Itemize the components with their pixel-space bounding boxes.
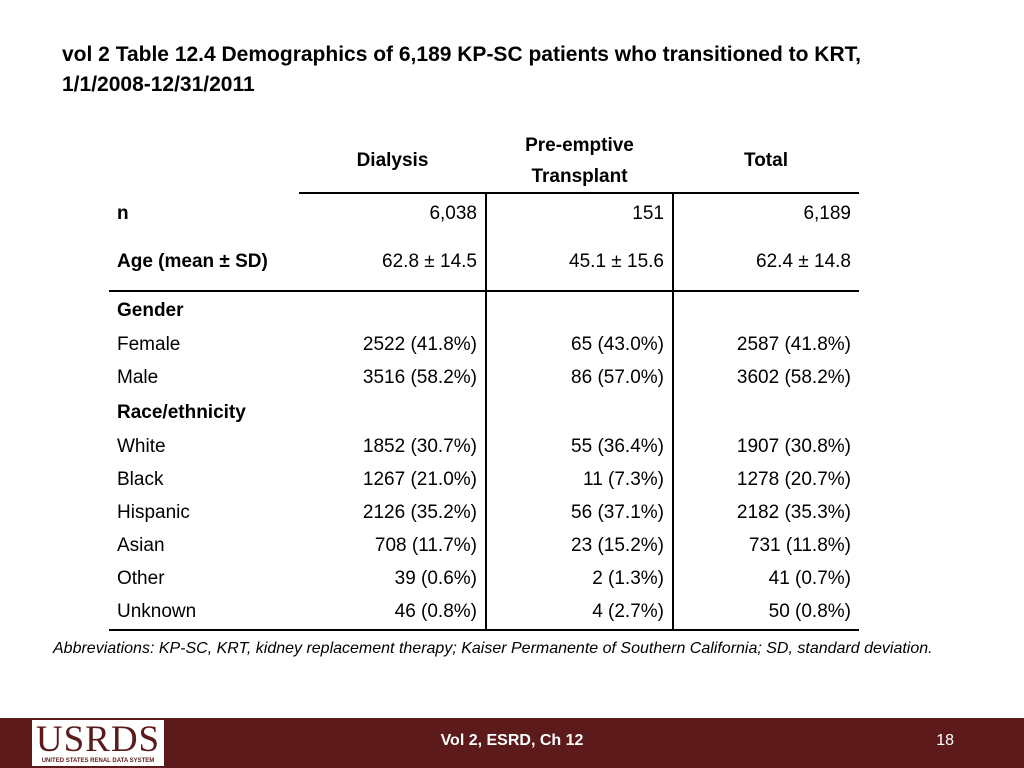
table-row: Other 39 (0.6%) 2 (1.3%) 41 (0.7%) <box>109 562 859 595</box>
header-preemptive-line1: Pre-emptive <box>525 135 634 156</box>
cell-preemptive: 4 (2.7%) <box>485 595 673 631</box>
table-row: Female 2522 (41.8%) 65 (43.0%) 2587 (41.… <box>109 328 859 361</box>
row-label: Male <box>117 366 159 388</box>
cell-dialysis: 1852 (30.7%) <box>362 435 477 457</box>
row-label: Black <box>117 468 164 490</box>
cell-preemptive: 45.1 ± 15.6 <box>485 234 673 292</box>
cell-dialysis: 46 (0.8%) <box>299 595 486 631</box>
cell-dialysis: 2126 (35.2%) <box>362 501 477 523</box>
cell-total: 50 (0.8%) <box>672 595 859 631</box>
cell-preemptive: 11 (7.3%) <box>485 463 673 496</box>
cell-preemptive: 151 <box>485 193 673 234</box>
footer-bar: USRDS UNITED STATES RENAL DATA SYSTEM Vo… <box>0 718 1024 768</box>
section-row-race: Race/ethnicity <box>109 394 859 430</box>
row-label: Female <box>117 333 181 355</box>
header-preemptive-line2: Transplant <box>531 166 628 187</box>
section-label: Gender <box>117 300 184 321</box>
logo-subtext: UNITED STATES RENAL DATA SYSTEM <box>41 758 155 764</box>
cell-total: 62.4 ± 14.8 <box>672 234 859 292</box>
footer-chapter-label: Vol 2, ESRD, Ch 12 <box>440 732 584 749</box>
cell-total: 2587 (41.8%) <box>672 328 859 361</box>
table-row: Asian 708 (11.7%) 23 (15.2%) 731 (11.8%) <box>109 529 859 562</box>
cell-preemptive: 23 (15.2%) <box>485 529 673 562</box>
table-row: Black 1267 (21.0%) 11 (7.3%) 1278 (20.7%… <box>109 463 859 496</box>
table-row: Male 3516 (58.2%) 86 (57.0%) 3602 (58.2%… <box>109 361 859 394</box>
title-line-1: vol 2 Table 12.4 Demographics of 6,189 K… <box>62 43 861 66</box>
header-blank <box>109 130 299 193</box>
title-line-2: 1/1/2008-12/31/2011 <box>62 73 255 96</box>
table-row-age: Age (mean ± SD) 62.8 ± 14.5 45.1 ± 15.6 … <box>109 234 859 292</box>
cell-total: 3602 (58.2%) <box>672 361 859 394</box>
row-label: White <box>117 435 166 457</box>
cell-total: 731 (11.8%) <box>672 529 859 562</box>
cell-dialysis: 1267 (21.0%) <box>362 468 477 490</box>
slide-title: vol 2 Table 12.4 Demographics of 6,189 K… <box>62 40 962 100</box>
section-label: Race/ethnicity <box>117 402 246 423</box>
cell-total: 6,189 <box>672 193 859 234</box>
table-row: White 1852 (30.7%) 55 (36.4%) 1907 (30.8… <box>109 430 859 463</box>
page-number: 18 <box>936 732 954 749</box>
cell-dialysis: 6,038 <box>429 203 477 224</box>
cell-total: 1278 (20.7%) <box>672 463 859 496</box>
table-row-n: n 6,038 151 6,189 <box>109 193 859 234</box>
abbreviations-note: Abbreviations: KP-SC, KRT, kidney replac… <box>53 640 933 657</box>
header-preemptive-transplant: Pre-emptive Transplant <box>486 130 673 194</box>
cell-dialysis: 39 (0.6%) <box>394 567 477 589</box>
table-row: Hispanic 2126 (35.2%) 56 (37.1%) 2182 (3… <box>109 496 859 529</box>
cell-dialysis: 708 (11.7%) <box>374 534 477 556</box>
demographics-table: Dialysis Pre-emptive Transplant Total n … <box>109 130 859 631</box>
cell-dialysis: 3516 (58.2%) <box>362 366 477 388</box>
cell-preemptive: 86 (57.0%) <box>485 361 673 394</box>
header-total: Total <box>673 130 859 194</box>
cell-total: 2182 (35.3%) <box>672 496 859 529</box>
cell-total: 1907 (30.8%) <box>672 430 859 463</box>
cell-preemptive: 2 (1.3%) <box>485 562 673 595</box>
row-label: Other <box>117 567 165 589</box>
row-label: n <box>117 202 129 224</box>
cell-preemptive: 56 (37.1%) <box>485 496 673 529</box>
row-label: Unknown <box>109 595 299 631</box>
row-label: Age (mean ± SD) <box>109 234 299 292</box>
cell-dialysis: 2522 (41.8%) <box>362 333 477 355</box>
cell-dialysis: 62.8 ± 14.5 <box>299 234 486 292</box>
cell-total: 41 (0.7%) <box>672 562 859 595</box>
table-header-row: Dialysis Pre-emptive Transplant Total <box>109 130 859 194</box>
row-label: Asian <box>117 534 165 556</box>
table-row: Unknown 46 (0.8%) 4 (2.7%) 50 (0.8%) <box>109 595 859 631</box>
usrds-logo: USRDS UNITED STATES RENAL DATA SYSTEM <box>32 720 164 766</box>
logo-wordmark: USRDS <box>35 719 161 760</box>
cell-preemptive: 65 (43.0%) <box>485 328 673 361</box>
cell-preemptive: 55 (36.4%) <box>485 430 673 463</box>
row-label: Hispanic <box>117 501 190 523</box>
header-dialysis: Dialysis <box>299 130 486 194</box>
section-row-gender: Gender <box>109 291 859 328</box>
